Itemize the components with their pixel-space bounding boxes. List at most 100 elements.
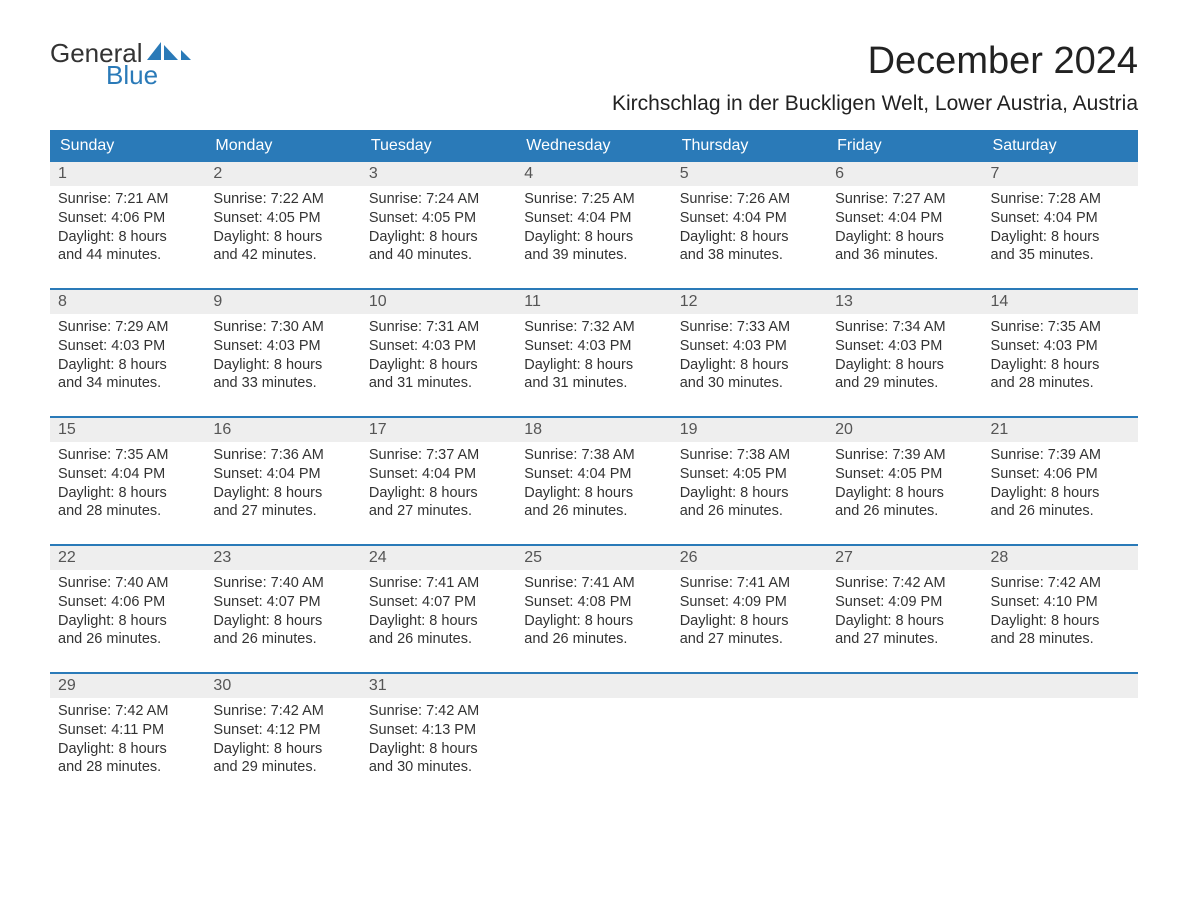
day-cell: 22Sunrise: 7:40 AMSunset: 4:06 PMDayligh… — [50, 546, 205, 662]
daylight-line-1: Daylight: 8 hours — [213, 612, 352, 631]
daylight-line-2: and 42 minutes. — [213, 246, 352, 265]
sunset-line: Sunset: 4:04 PM — [369, 465, 508, 484]
date-number: 28 — [983, 546, 1138, 570]
sunset-line: Sunset: 4:09 PM — [680, 593, 819, 612]
date-number: 31 — [361, 674, 516, 698]
date-number: 10 — [361, 290, 516, 314]
day-header-friday: Friday — [827, 130, 982, 162]
day-cell: 16Sunrise: 7:36 AMSunset: 4:04 PMDayligh… — [205, 418, 360, 534]
sunrise-line: Sunrise: 7:22 AM — [213, 190, 352, 209]
date-number: 26 — [672, 546, 827, 570]
day-cell: 10Sunrise: 7:31 AMSunset: 4:03 PMDayligh… — [361, 290, 516, 406]
logo-text-blue: Blue — [106, 62, 158, 88]
date-number: 9 — [205, 290, 360, 314]
day-header-saturday: Saturday — [983, 130, 1138, 162]
sunset-line: Sunset: 4:05 PM — [213, 209, 352, 228]
date-number: 19 — [672, 418, 827, 442]
daylight-line-2: and 29 minutes. — [835, 374, 974, 393]
day-cell — [827, 674, 982, 790]
date-number: 20 — [827, 418, 982, 442]
day-header-thursday: Thursday — [672, 130, 827, 162]
daylight-line-1: Daylight: 8 hours — [213, 356, 352, 375]
daylight-line-1: Daylight: 8 hours — [680, 228, 819, 247]
daylight-line-2: and 31 minutes. — [369, 374, 508, 393]
sunrise-line: Sunrise: 7:39 AM — [991, 446, 1130, 465]
day-header-sunday: Sunday — [50, 130, 205, 162]
sunset-line: Sunset: 4:11 PM — [58, 721, 197, 740]
day-cell: 5Sunrise: 7:26 AMSunset: 4:04 PMDaylight… — [672, 162, 827, 278]
empty-date-band — [672, 674, 827, 698]
day-cell: 6Sunrise: 7:27 AMSunset: 4:04 PMDaylight… — [827, 162, 982, 278]
date-number: 25 — [516, 546, 671, 570]
day-body: Sunrise: 7:42 AMSunset: 4:11 PMDaylight:… — [50, 698, 205, 784]
sunset-line: Sunset: 4:03 PM — [991, 337, 1130, 356]
daylight-line-2: and 27 minutes. — [213, 502, 352, 521]
date-number: 27 — [827, 546, 982, 570]
sunset-line: Sunset: 4:07 PM — [213, 593, 352, 612]
day-cell: 2Sunrise: 7:22 AMSunset: 4:05 PMDaylight… — [205, 162, 360, 278]
daylight-line-2: and 26 minutes. — [524, 630, 663, 649]
sunset-line: Sunset: 4:05 PM — [369, 209, 508, 228]
sunset-line: Sunset: 4:12 PM — [213, 721, 352, 740]
daylight-line-2: and 33 minutes. — [213, 374, 352, 393]
daylight-line-2: and 39 minutes. — [524, 246, 663, 265]
day-header-row: Sunday Monday Tuesday Wednesday Thursday… — [50, 130, 1138, 162]
day-body: Sunrise: 7:33 AMSunset: 4:03 PMDaylight:… — [672, 314, 827, 400]
sunrise-line: Sunrise: 7:25 AM — [524, 190, 663, 209]
day-body: Sunrise: 7:21 AMSunset: 4:06 PMDaylight:… — [50, 186, 205, 272]
daylight-line-2: and 26 minutes. — [524, 502, 663, 521]
sunrise-line: Sunrise: 7:41 AM — [369, 574, 508, 593]
sunrise-line: Sunrise: 7:38 AM — [524, 446, 663, 465]
daylight-line-1: Daylight: 8 hours — [369, 228, 508, 247]
week-row: 22Sunrise: 7:40 AMSunset: 4:06 PMDayligh… — [50, 544, 1138, 662]
daylight-line-1: Daylight: 8 hours — [213, 228, 352, 247]
sunset-line: Sunset: 4:06 PM — [58, 593, 197, 612]
sunset-line: Sunset: 4:03 PM — [524, 337, 663, 356]
sunset-line: Sunset: 4:04 PM — [524, 209, 663, 228]
day-cell: 13Sunrise: 7:34 AMSunset: 4:03 PMDayligh… — [827, 290, 982, 406]
day-cell: 11Sunrise: 7:32 AMSunset: 4:03 PMDayligh… — [516, 290, 671, 406]
day-body: Sunrise: 7:40 AMSunset: 4:07 PMDaylight:… — [205, 570, 360, 656]
daylight-line-1: Daylight: 8 hours — [58, 740, 197, 759]
daylight-line-2: and 30 minutes. — [680, 374, 819, 393]
sunset-line: Sunset: 4:04 PM — [835, 209, 974, 228]
sunrise-line: Sunrise: 7:36 AM — [213, 446, 352, 465]
date-number: 3 — [361, 162, 516, 186]
empty-date-band — [983, 674, 1138, 698]
sunrise-line: Sunrise: 7:28 AM — [991, 190, 1130, 209]
sunset-line: Sunset: 4:10 PM — [991, 593, 1130, 612]
day-cell: 23Sunrise: 7:40 AMSunset: 4:07 PMDayligh… — [205, 546, 360, 662]
empty-date-band — [827, 674, 982, 698]
date-number: 8 — [50, 290, 205, 314]
sunset-line: Sunset: 4:04 PM — [680, 209, 819, 228]
daylight-line-1: Daylight: 8 hours — [835, 484, 974, 503]
day-body: Sunrise: 7:31 AMSunset: 4:03 PMDaylight:… — [361, 314, 516, 400]
day-cell: 15Sunrise: 7:35 AMSunset: 4:04 PMDayligh… — [50, 418, 205, 534]
daylight-line-2: and 26 minutes. — [213, 630, 352, 649]
daylight-line-1: Daylight: 8 hours — [213, 740, 352, 759]
sunrise-line: Sunrise: 7:27 AM — [835, 190, 974, 209]
day-cell: 21Sunrise: 7:39 AMSunset: 4:06 PMDayligh… — [983, 418, 1138, 534]
sunrise-line: Sunrise: 7:24 AM — [369, 190, 508, 209]
day-body: Sunrise: 7:42 AMSunset: 4:13 PMDaylight:… — [361, 698, 516, 784]
sunset-line: Sunset: 4:03 PM — [213, 337, 352, 356]
sunrise-line: Sunrise: 7:21 AM — [58, 190, 197, 209]
daylight-line-1: Daylight: 8 hours — [680, 484, 819, 503]
daylight-line-2: and 36 minutes. — [835, 246, 974, 265]
day-cell: 27Sunrise: 7:42 AMSunset: 4:09 PMDayligh… — [827, 546, 982, 662]
daylight-line-2: and 27 minutes. — [680, 630, 819, 649]
daylight-line-1: Daylight: 8 hours — [835, 228, 974, 247]
day-cell: 8Sunrise: 7:29 AMSunset: 4:03 PMDaylight… — [50, 290, 205, 406]
sunrise-line: Sunrise: 7:42 AM — [835, 574, 974, 593]
daylight-line-1: Daylight: 8 hours — [524, 228, 663, 247]
daylight-line-2: and 35 minutes. — [991, 246, 1130, 265]
sunrise-line: Sunrise: 7:38 AM — [680, 446, 819, 465]
daylight-line-1: Daylight: 8 hours — [369, 484, 508, 503]
daylight-line-2: and 26 minutes. — [58, 630, 197, 649]
day-body: Sunrise: 7:39 AMSunset: 4:05 PMDaylight:… — [827, 442, 982, 528]
location-subtitle: Kirchschlag in der Buckligen Welt, Lower… — [50, 92, 1138, 116]
sunrise-line: Sunrise: 7:37 AM — [369, 446, 508, 465]
day-body: Sunrise: 7:41 AMSunset: 4:08 PMDaylight:… — [516, 570, 671, 656]
date-number: 15 — [50, 418, 205, 442]
day-body: Sunrise: 7:24 AMSunset: 4:05 PMDaylight:… — [361, 186, 516, 272]
